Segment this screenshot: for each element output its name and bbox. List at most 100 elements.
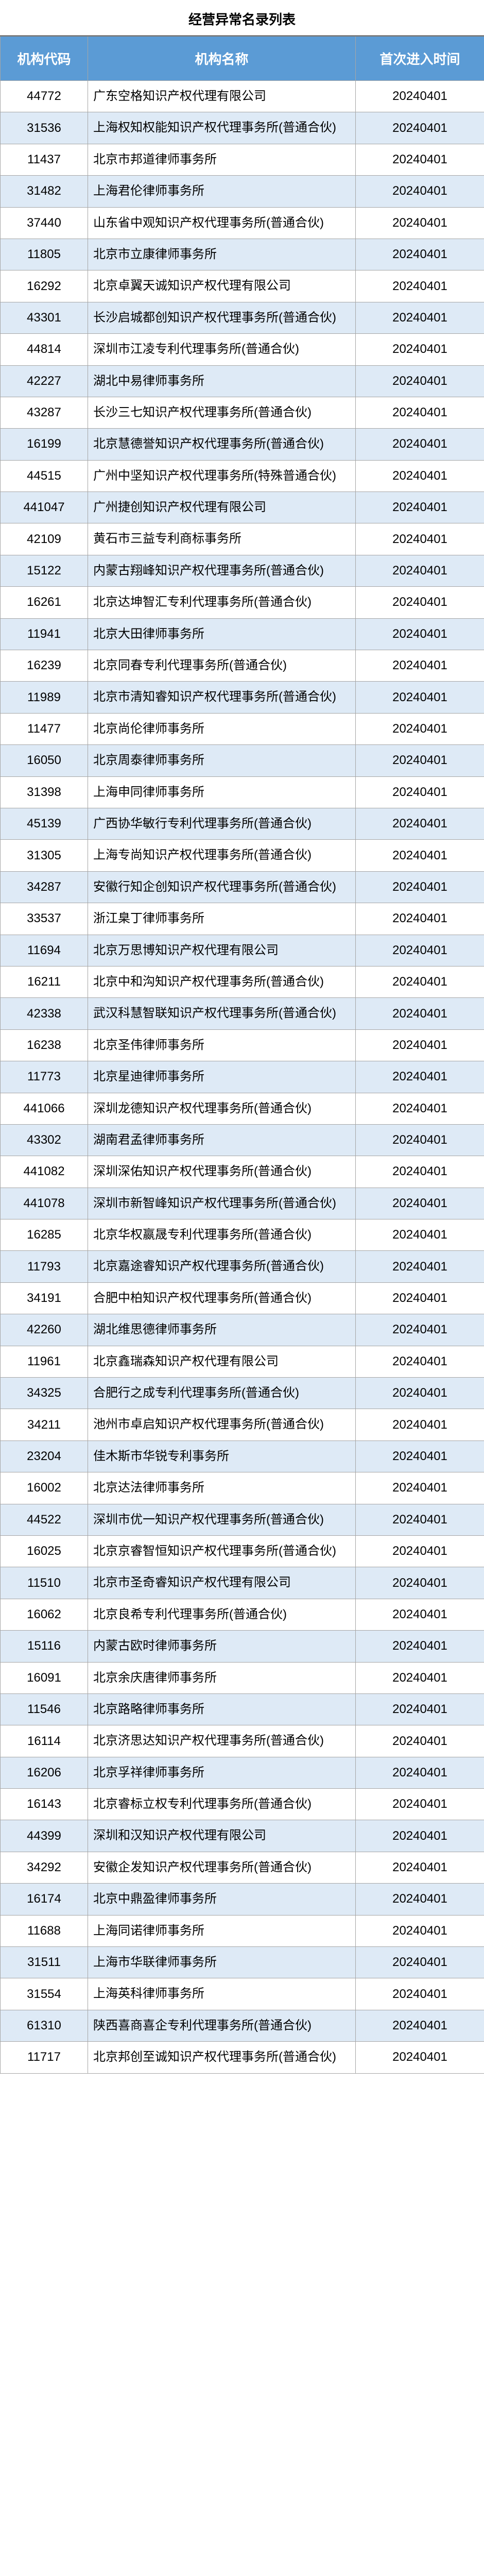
cell-name: 北京市邦道律师事务所: [88, 144, 356, 175]
data-table: 机构代码 机构名称 首次进入时间 44772广东空格知识产权代理有限公司2024…: [0, 36, 484, 2074]
cell-name: 深圳和汉知识产权代理有限公司: [88, 1820, 356, 1852]
table-row: 33537浙江臬丁律师事务所20240401: [1, 903, 484, 935]
cell-date: 20240401: [356, 1567, 484, 1599]
cell-code: 11989: [1, 682, 88, 713]
table-row: 11989北京市清知睿知识产权代理事务所(普通合伙)20240401: [1, 682, 484, 713]
table-row: 61310陕西喜商喜企专利代理事务所(普通合伙)20240401: [1, 2010, 484, 2041]
cell-name: 北京邦创至诚知识产权代理事务所(普通合伙): [88, 2042, 356, 2073]
cell-name: 北京余庆唐律师事务所: [88, 1662, 356, 1693]
table-row: 31305上海专尚知识产权代理事务所(普通合伙)20240401: [1, 840, 484, 871]
table-row: 16050北京周泰律师事务所20240401: [1, 745, 484, 776]
cell-date: 20240401: [356, 1093, 484, 1124]
cell-date: 20240401: [356, 176, 484, 207]
table-row: 16002北京达法律师事务所20240401: [1, 1472, 484, 1504]
table-row: 15116内蒙古欧时律师事务所20240401: [1, 1631, 484, 1662]
table-row: 16174北京中鼎盈律师事务所20240401: [1, 1884, 484, 1915]
cell-date: 20240401: [356, 1789, 484, 1820]
cell-code: 16285: [1, 1219, 88, 1251]
table-row: 16062北京良希专利代理事务所(普通合伙)20240401: [1, 1599, 484, 1630]
cell-code: 44814: [1, 334, 88, 365]
cell-name: 北京良希专利代理事务所(普通合伙): [88, 1599, 356, 1630]
cell-code: 34325: [1, 1378, 88, 1409]
cell-code: 31482: [1, 176, 88, 207]
cell-code: 441082: [1, 1156, 88, 1188]
cell-name: 广东空格知识产权代理有限公司: [88, 81, 356, 112]
table-row: 31511上海市华联律师事务所20240401: [1, 1947, 484, 1978]
cell-date: 20240401: [356, 618, 484, 650]
cell-date: 20240401: [356, 713, 484, 744]
cell-name: 深圳市优一知识产权代理事务所(普通合伙): [88, 1504, 356, 1535]
table-row: 44399深圳和汉知识产权代理有限公司20240401: [1, 1820, 484, 1852]
cell-code: 34292: [1, 1852, 88, 1883]
cell-code: 16238: [1, 1029, 88, 1061]
cell-code: 42227: [1, 365, 88, 397]
cell-name: 武汉科慧智联知识产权代理事务所(普通合伙): [88, 998, 356, 1029]
col-header-date: 首次进入时间: [356, 37, 484, 81]
cell-code: 16206: [1, 1757, 88, 1788]
cell-name: 深圳龙德知识产权代理事务所(普通合伙): [88, 1093, 356, 1124]
cell-name: 池州市卓启知识产权代理事务所(普通合伙): [88, 1409, 356, 1440]
table-row: 16091北京余庆唐律师事务所20240401: [1, 1662, 484, 1693]
table-row: 11793北京嘉途睿知识产权代理事务所(普通合伙)20240401: [1, 1251, 484, 1282]
cell-name: 湖南君孟律师事务所: [88, 1124, 356, 1156]
cell-name: 上海英科律师事务所: [88, 1978, 356, 2010]
table-row: 37440山东省中观知识产权代理事务所(普通合伙)20240401: [1, 207, 484, 239]
table-row: 11510北京市圣奇睿知识产权代理有限公司20240401: [1, 1567, 484, 1599]
cell-code: 37440: [1, 207, 88, 239]
cell-code: 11477: [1, 713, 88, 744]
table-row: 11961北京鑫瑞森知识产权代理有限公司20240401: [1, 1346, 484, 1377]
cell-name: 上海同诺律师事务所: [88, 1915, 356, 1946]
table-row: 441078深圳市新智峰知识产权代理事务所(普通合伙)20240401: [1, 1188, 484, 1219]
table-row: 16292北京卓翼天诚知识产权代理有限公司20240401: [1, 270, 484, 302]
col-header-code: 机构代码: [1, 37, 88, 81]
table-row: 31536上海权知权能知识产权代理事务所(普通合伙)20240401: [1, 112, 484, 144]
cell-date: 20240401: [356, 840, 484, 871]
cell-name: 黄石市三益专利商标事务所: [88, 523, 356, 555]
table-row: 42227湖北中易律师事务所20240401: [1, 365, 484, 397]
cell-name: 北京孚祥律师事务所: [88, 1757, 356, 1788]
cell-date: 20240401: [356, 429, 484, 460]
cell-date: 20240401: [356, 587, 484, 618]
table-row: 11694北京万思博知识产权代理有限公司20240401: [1, 935, 484, 966]
table-row: 34211池州市卓启知识产权代理事务所(普通合伙)20240401: [1, 1409, 484, 1440]
cell-date: 20240401: [356, 1504, 484, 1535]
cell-date: 20240401: [356, 776, 484, 808]
cell-name: 北京华权嬴晟专利代理事务所(普通合伙): [88, 1219, 356, 1251]
cell-date: 20240401: [356, 365, 484, 397]
cell-date: 20240401: [356, 112, 484, 144]
cell-code: 16091: [1, 1662, 88, 1693]
cell-date: 20240401: [356, 650, 484, 682]
cell-date: 20240401: [356, 808, 484, 839]
col-header-name: 机构名称: [88, 37, 356, 81]
cell-code: 11510: [1, 1567, 88, 1599]
cell-code: 11773: [1, 1061, 88, 1093]
cell-code: 44522: [1, 1504, 88, 1535]
cell-name: 长沙三七知识产权代理事务所(普通合伙): [88, 397, 356, 428]
cell-code: 11546: [1, 1693, 88, 1725]
cell-name: 合肥行之成专利代理事务所(普通合伙): [88, 1378, 356, 1409]
cell-code: 43301: [1, 302, 88, 333]
cell-name: 北京鑫瑞森知识产权代理有限公司: [88, 1346, 356, 1377]
cell-code: 44399: [1, 1820, 88, 1852]
cell-date: 20240401: [356, 935, 484, 966]
cell-date: 20240401: [356, 1472, 484, 1504]
cell-name: 北京市圣奇睿知识产权代理有限公司: [88, 1567, 356, 1599]
cell-date: 20240401: [356, 523, 484, 555]
cell-code: 15122: [1, 555, 88, 586]
cell-date: 20240401: [356, 1662, 484, 1693]
cell-name: 北京市清知睿知识产权代理事务所(普通合伙): [88, 682, 356, 713]
cell-name: 佳木斯市华锐专利事务所: [88, 1440, 356, 1472]
cell-code: 11437: [1, 144, 88, 175]
table-row: 43287长沙三七知识产权代理事务所(普通合伙)20240401: [1, 397, 484, 428]
cell-code: 61310: [1, 2010, 88, 2041]
cell-date: 20240401: [356, 1282, 484, 1314]
table-row: 16285北京华权嬴晟专利代理事务所(普通合伙)20240401: [1, 1219, 484, 1251]
cell-code: 43287: [1, 397, 88, 428]
table-row: 42109黄石市三益专利商标事务所20240401: [1, 523, 484, 555]
cell-date: 20240401: [356, 1915, 484, 1946]
table-row: 441082深圳深佑知识产权代理事务所(普通合伙)20240401: [1, 1156, 484, 1188]
table-row: 34325合肥行之成专利代理事务所(普通合伙)20240401: [1, 1378, 484, 1409]
cell-name: 上海申同律师事务所: [88, 776, 356, 808]
cell-name: 山东省中观知识产权代理事务所(普通合伙): [88, 207, 356, 239]
cell-date: 20240401: [356, 1852, 484, 1883]
